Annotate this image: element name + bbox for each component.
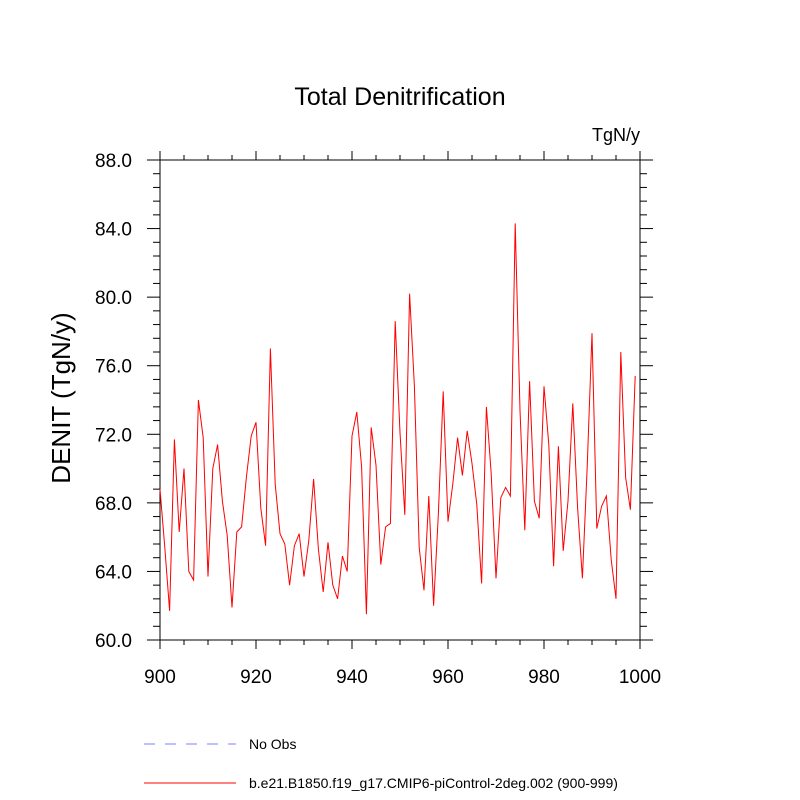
legend-model-label: b.e21.B1850.f19_g17.CMIP6-piControl-2deg… <box>249 775 618 791</box>
legend-no-obs-label: No Obs <box>249 736 296 752</box>
y-tick-label: 60.0 <box>95 631 132 652</box>
y-tick-label: 68.0 <box>95 494 132 515</box>
y-tick-label: 76.0 <box>95 357 132 378</box>
plot-frame <box>159 159 641 641</box>
legend: No Obs b.e21.B1850.f19_g17.CMIP6-piContr… <box>144 736 618 791</box>
x-tick-label: 980 <box>528 667 560 688</box>
y-tick-label: 72.0 <box>95 425 132 446</box>
x-tick-label: 920 <box>240 667 272 688</box>
y-tick-label: 88.0 <box>95 151 132 172</box>
y-tick-label: 80.0 <box>95 288 132 309</box>
series-line-model <box>159 223 636 615</box>
y-tick-label: 84.0 <box>95 220 132 241</box>
units-label: TgN/y <box>592 125 640 145</box>
chart-title: Total Denitrification <box>294 83 505 111</box>
series-group <box>159 223 636 615</box>
x-tick-label: 900 <box>144 667 176 688</box>
y-tick-label: 64.0 <box>95 562 132 583</box>
x-tick-label: 940 <box>336 667 368 688</box>
x-tick-labels: 900 920 940 960 980 1000 <box>144 667 661 688</box>
axis-ticks <box>147 151 653 649</box>
y-tick-labels: 60.0 64.0 68.0 72.0 76.0 80.0 84.0 88.0 <box>95 151 132 652</box>
x-tick-label: 1000 <box>619 667 661 688</box>
y-axis-label: DENIT (TgN/y) <box>46 312 76 483</box>
x-tick-label: 960 <box>432 667 464 688</box>
